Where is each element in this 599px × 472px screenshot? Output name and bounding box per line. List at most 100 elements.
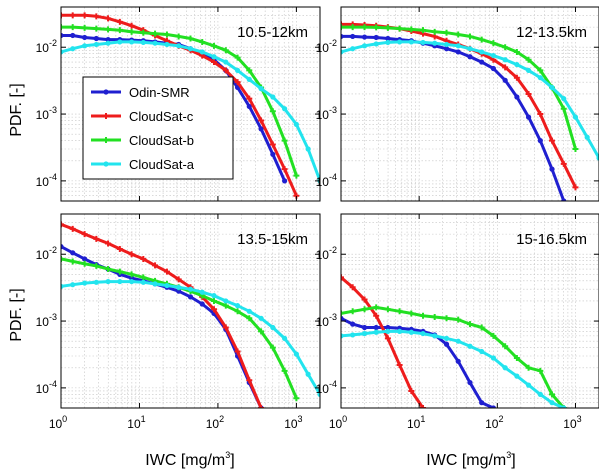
data-point-cloudsat-b xyxy=(187,35,194,42)
data-point-odin-smr xyxy=(176,288,182,294)
data-point-cloudsat-b xyxy=(408,310,415,317)
data-point-cloudsat-a xyxy=(432,333,438,339)
data-point-odin-smr xyxy=(361,34,368,40)
data-point-cloudsat-b xyxy=(431,314,438,321)
data-point-odin-smr xyxy=(270,151,276,157)
data-point-cloudsat-c xyxy=(61,221,64,228)
data-point-cloudsat-a xyxy=(93,279,99,285)
data-point-cloudsat-a xyxy=(584,134,590,140)
data-point-odin-smr xyxy=(455,358,461,364)
legend-marker-odin-smr xyxy=(103,89,109,95)
axes-frame xyxy=(60,213,321,409)
data-point-cloudsat-a xyxy=(164,41,170,48)
data-point-odin-smr xyxy=(246,103,252,110)
data-point-cloudsat-c xyxy=(175,276,182,283)
data-point-cloudsat-b xyxy=(466,33,473,40)
data-point-cloudsat-a xyxy=(140,39,146,46)
y-tick-label: 10-3 xyxy=(36,312,57,329)
data-point-cloudsat-c xyxy=(396,362,403,369)
axes-frame xyxy=(340,6,599,202)
plot-area xyxy=(341,214,599,408)
x-tick-label: 101 xyxy=(407,414,425,431)
data-point-odin-smr xyxy=(479,59,485,65)
data-point-cloudsat-c xyxy=(116,245,123,252)
data-point-odin-smr xyxy=(443,46,450,52)
data-point-cloudsat-b xyxy=(396,25,403,32)
legend-entry-odin-smr: Odin-SMR xyxy=(129,85,190,100)
data-point-cloudsat-a xyxy=(572,114,579,120)
data-point-odin-smr xyxy=(341,33,344,40)
legend-entry-cloudsat-b: CloudSat-b xyxy=(129,133,194,148)
x-tick-label: 100 xyxy=(329,414,347,431)
data-point-cloudsat-a xyxy=(514,61,520,68)
data-point-odin-smr xyxy=(549,166,555,172)
data-point-cloudsat-c xyxy=(525,90,532,97)
data-point-cloudsat-a xyxy=(105,278,111,285)
data-point-cloudsat-a xyxy=(420,330,426,337)
data-point-cloudsat-b xyxy=(222,47,229,54)
data-point-cloudsat-b xyxy=(105,26,112,33)
axes-frame xyxy=(340,213,599,409)
data-point-cloudsat-a xyxy=(223,59,229,65)
data-point-cloudsat-b xyxy=(384,306,391,313)
data-point-cloudsat-b xyxy=(175,33,182,40)
data-point-cloudsat-b xyxy=(549,391,556,398)
data-point-cloudsat-b xyxy=(537,67,544,74)
data-point-cloudsat-a xyxy=(361,43,368,49)
x-tick-label: 100 xyxy=(49,414,67,431)
data-point-odin-smr xyxy=(361,324,368,331)
data-point-cloudsat-b xyxy=(384,24,391,31)
data-point-cloudsat-a xyxy=(373,41,379,47)
data-point-cloudsat-a xyxy=(596,155,599,161)
data-point-cloudsat-a xyxy=(164,282,170,289)
data-point-cloudsat-a xyxy=(211,54,217,60)
data-point-cloudsat-a xyxy=(234,67,241,74)
data-point-cloudsat-b xyxy=(361,306,368,313)
data-point-cloudsat-b xyxy=(490,40,497,47)
data-point-cloudsat-c xyxy=(93,13,100,20)
data-point-cloudsat-b xyxy=(466,321,473,328)
data-point-cloudsat-a xyxy=(93,41,99,48)
data-point-cloudsat-b xyxy=(478,36,485,43)
panel-2: 10-4 10-3 10-2 12-13.5km xyxy=(316,6,599,202)
data-point-cloudsat-c xyxy=(513,74,520,81)
data-point-cloudsat-c xyxy=(361,296,368,303)
data-point-cloudsat-a xyxy=(282,335,288,342)
data-point-cloudsat-a xyxy=(199,289,205,295)
data-point-cloudsat-c xyxy=(163,268,170,275)
data-point-cloudsat-b xyxy=(525,56,532,63)
data-point-odin-smr xyxy=(385,35,391,42)
x-tick-label: 103 xyxy=(563,414,581,431)
data-point-cloudsat-a xyxy=(270,94,276,100)
data-point-odin-smr xyxy=(525,114,532,120)
data-point-cloudsat-b xyxy=(61,255,64,262)
data-point-odin-smr xyxy=(341,315,344,321)
data-point-cloudsat-a xyxy=(455,338,461,344)
data-point-cloudsat-c xyxy=(560,160,567,167)
data-point-cloudsat-a xyxy=(350,332,356,338)
data-point-cloudsat-b xyxy=(373,24,380,31)
data-point-odin-smr xyxy=(467,379,473,386)
data-point-cloudsat-a xyxy=(305,146,311,152)
data-point-cloudsat-a xyxy=(467,46,473,52)
x-tick-label: 102 xyxy=(485,414,503,431)
data-point-odin-smr xyxy=(514,94,520,100)
data-point-cloudsat-a xyxy=(199,49,205,55)
data-point-cloudsat-b xyxy=(490,332,497,339)
data-point-cloudsat-c xyxy=(81,231,88,238)
data-point-cloudsat-b xyxy=(281,137,288,144)
data-point-cloudsat-c xyxy=(152,262,159,269)
data-point-cloudsat-b xyxy=(140,29,147,36)
data-point-cloudsat-b xyxy=(443,315,450,322)
data-point-odin-smr xyxy=(561,198,567,201)
data-point-odin-smr xyxy=(537,138,543,144)
data-point-cloudsat-a xyxy=(211,293,217,299)
data-point-odin-smr xyxy=(443,341,450,347)
data-point-cloudsat-a xyxy=(105,40,111,46)
data-point-cloudsat-a xyxy=(117,39,123,45)
data-point-odin-smr xyxy=(61,244,64,250)
data-point-cloudsat-b xyxy=(269,344,276,351)
data-point-cloudsat-b xyxy=(246,315,253,322)
legend-box xyxy=(82,76,234,180)
data-point-cloudsat-a xyxy=(502,365,508,371)
